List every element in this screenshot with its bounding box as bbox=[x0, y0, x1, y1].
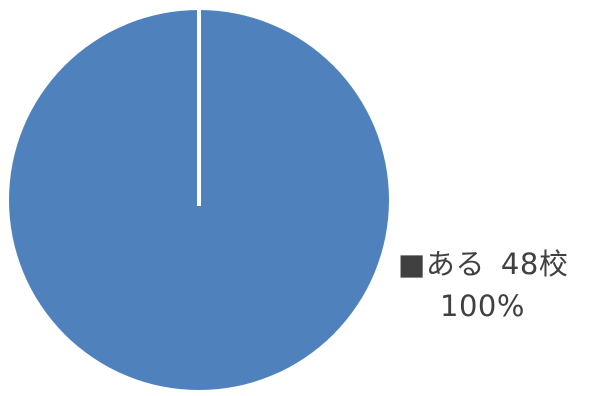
slice-label-category: ■ある 48校 bbox=[398, 248, 568, 280]
slice-category-text: ある bbox=[425, 247, 485, 281]
legend-marker-icon: ■ bbox=[398, 247, 426, 281]
slice-label-percent: 100% bbox=[440, 289, 525, 323]
slice-value-text: 48校 bbox=[500, 247, 569, 281]
pie-slices bbox=[9, 8, 389, 390]
